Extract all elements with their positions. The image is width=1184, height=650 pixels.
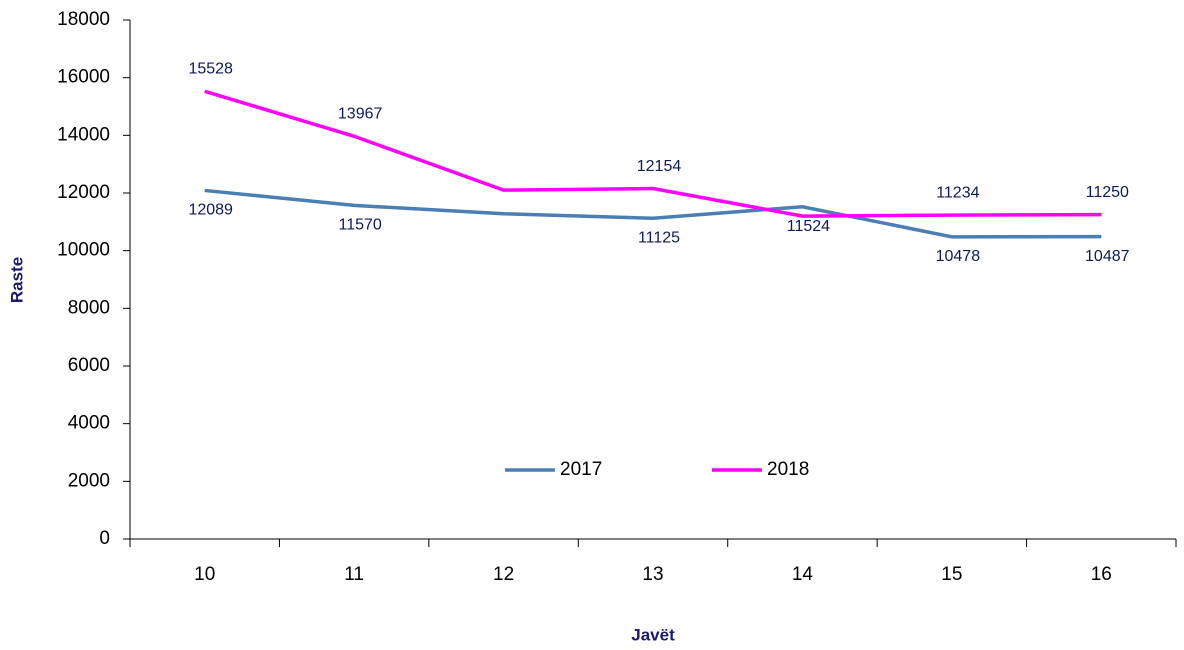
- data-label: 11234: [936, 184, 979, 201]
- x-tick-label: 14: [792, 564, 814, 585]
- data-label: 10487: [1085, 248, 1130, 265]
- legend-label: 2018: [767, 459, 809, 480]
- x-tick-label: 16: [1091, 564, 1112, 585]
- y-tick-label: 4000: [68, 413, 110, 434]
- y-tick-label: 2000: [68, 470, 110, 491]
- x-axis-title: Javët: [631, 625, 675, 644]
- data-label: 15528: [188, 60, 233, 77]
- x-tick-label: 15: [941, 564, 962, 585]
- y-tick-label: 18000: [57, 9, 110, 30]
- series-line: [204, 188, 1102, 239]
- data-label: 11125: [638, 229, 680, 246]
- x-tick-label: 10: [194, 564, 215, 585]
- y-tick-label: 0: [99, 528, 110, 549]
- y-tick-label: 12000: [57, 182, 110, 203]
- series-line: [204, 89, 1102, 218]
- y-tick-label: 14000: [57, 124, 110, 145]
- data-label: 12154: [637, 158, 682, 175]
- data-label: 11524: [787, 218, 830, 235]
- x-tick-label: 11: [344, 564, 364, 585]
- y-tick-label: 10000: [57, 240, 110, 261]
- data-label: 10478: [936, 248, 981, 265]
- y-tick-label: 8000: [68, 297, 110, 318]
- y-axis-title: Raste: [7, 257, 26, 303]
- data-label: 12089: [188, 202, 233, 219]
- y-tick-label: 16000: [57, 67, 110, 88]
- x-tick-label: 12: [493, 564, 514, 585]
- data-label: 11250: [1086, 184, 1129, 201]
- data-label: 11570: [338, 217, 381, 234]
- y-tick-label: 6000: [68, 355, 110, 376]
- x-tick-label: 13: [642, 564, 663, 585]
- data-label: 13967: [338, 106, 383, 123]
- legend-label: 2017: [560, 459, 602, 480]
